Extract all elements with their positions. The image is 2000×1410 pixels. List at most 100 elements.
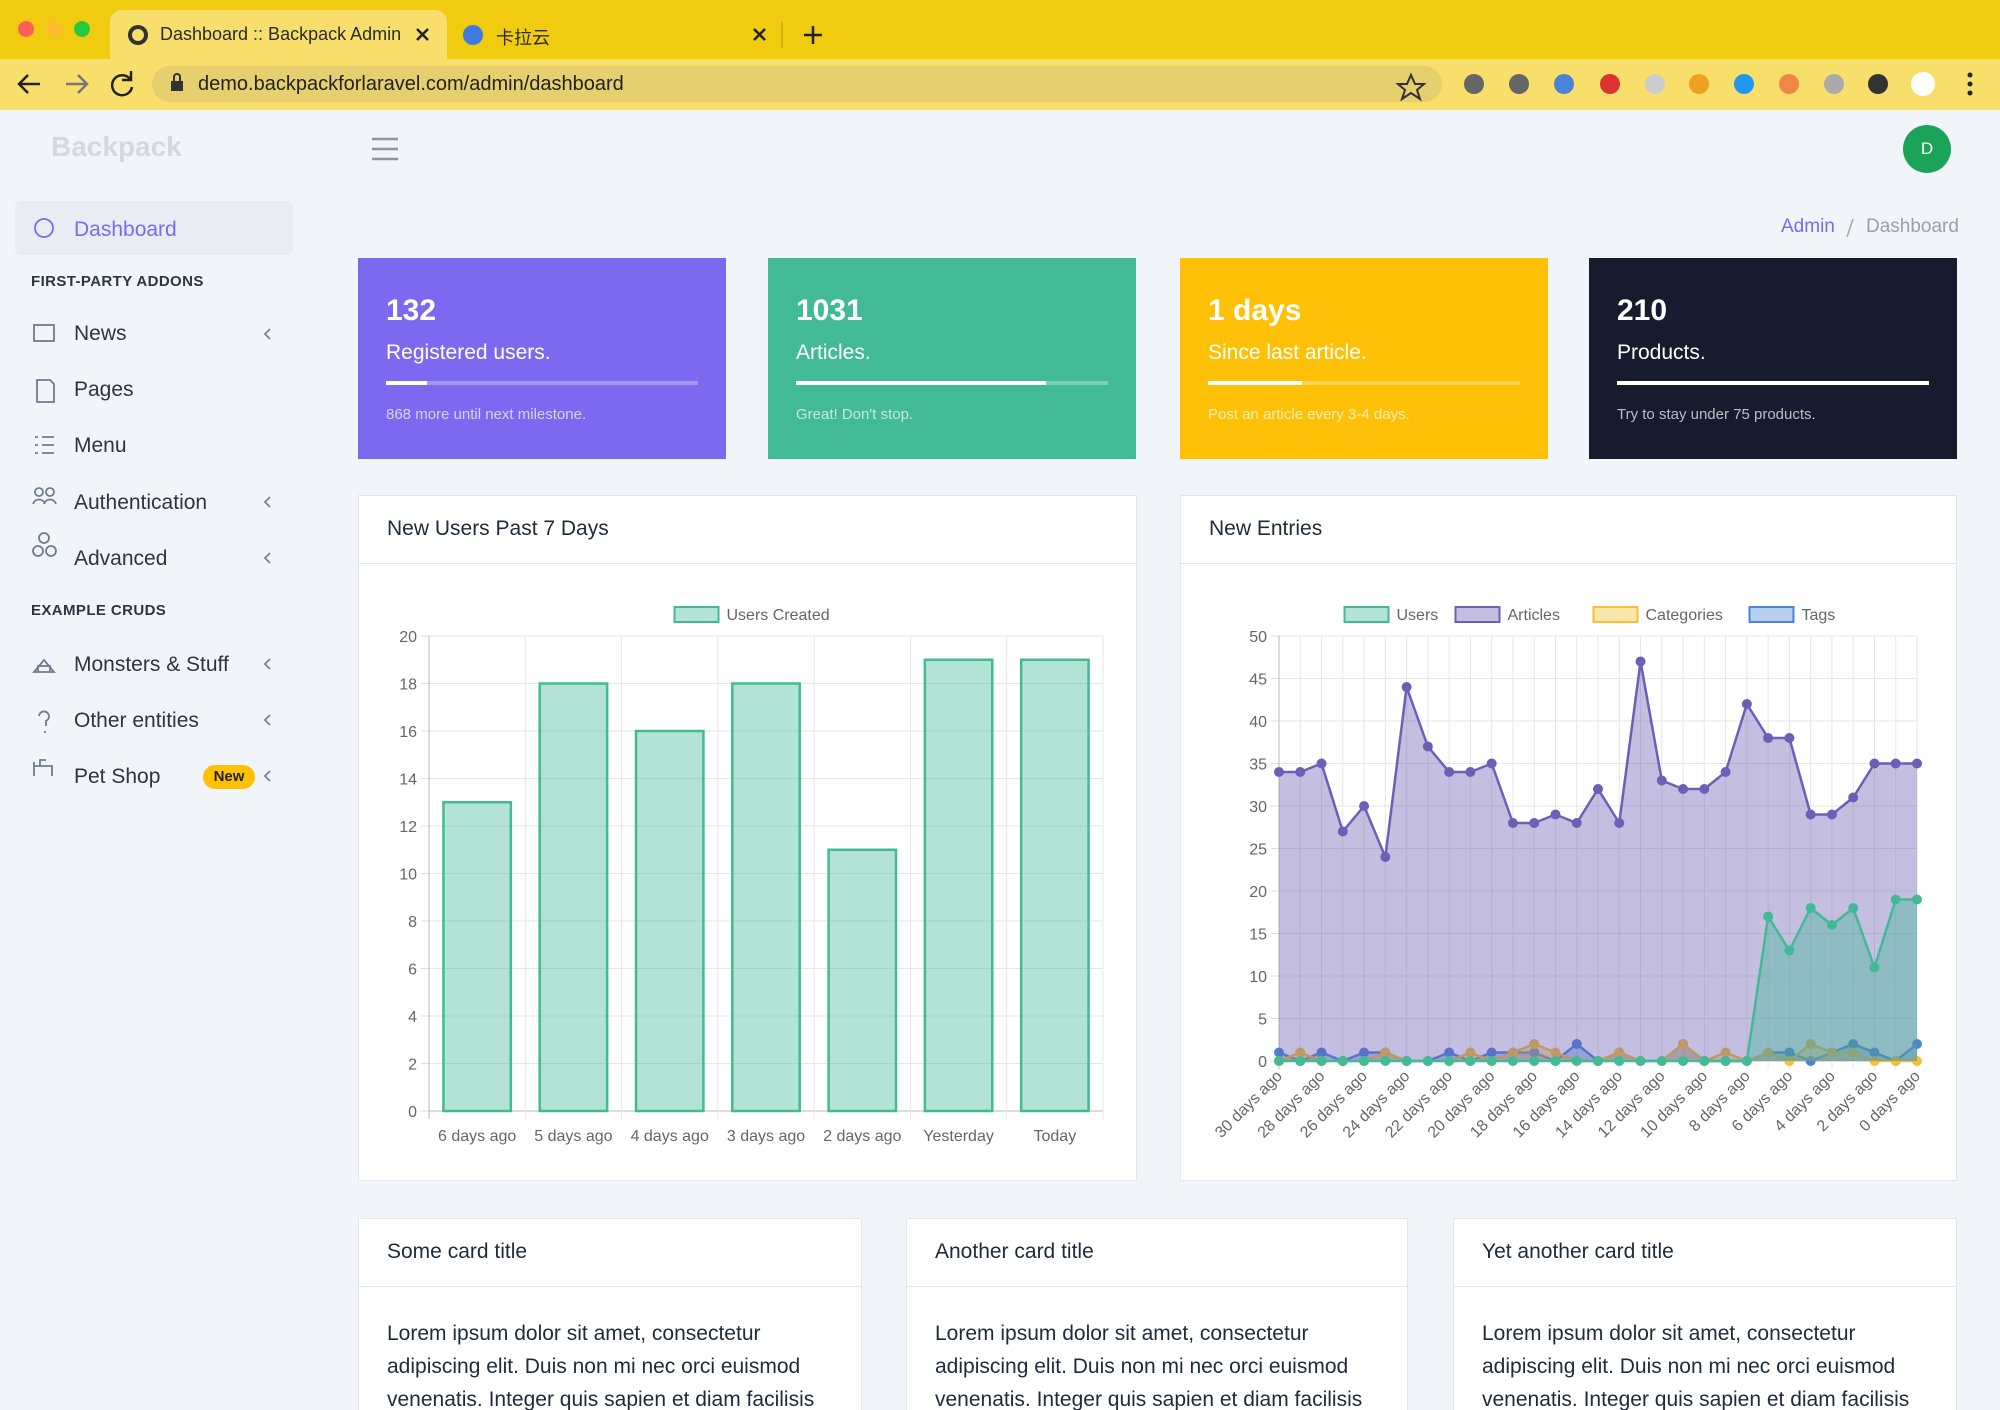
card: Another card title Lorem ipsum dolor sit… (906, 1218, 1408, 1410)
legend-label: Tags (1802, 607, 1836, 624)
window-controls (18, 21, 90, 37)
breadcrumb-separator (1846, 218, 1854, 238)
point (1337, 1056, 1348, 1066)
chart-card: New Entries (1180, 495, 1957, 1181)
point (1422, 1056, 1433, 1066)
bar (923, 658, 994, 1113)
y-tick-label: 20 (399, 629, 417, 646)
y-tick-label: 20 (1249, 884, 1267, 901)
bar (731, 682, 801, 1113)
card-divider (359, 1286, 861, 1287)
point (1869, 1056, 1880, 1066)
point (1274, 767, 1284, 777)
card: Yet another card title Lorem ipsum dolor… (1453, 1218, 1957, 1410)
point (1805, 809, 1816, 820)
area (1279, 899, 1917, 1061)
point (1571, 818, 1582, 828)
stat-label: Articles. (796, 341, 871, 364)
avatar-circle[interactable] (1900, 124, 1954, 178)
legend-swatch (1748, 606, 1795, 623)
card-text: Lorem ipsum dolor sit amet, consectetur … (935, 1322, 1363, 1410)
point (1295, 767, 1306, 777)
bar (634, 729, 705, 1113)
point (1635, 656, 1646, 667)
progress-track (796, 381, 1108, 385)
stat-note: Try to stay under 75 products. (1617, 406, 1816, 423)
nav-item[interactable]: Menu (74, 434, 127, 457)
point (1337, 826, 1348, 837)
x-tick-label: 3 days ago (727, 1128, 805, 1145)
y-tick-label: 45 (1249, 672, 1267, 689)
bar (442, 801, 513, 1113)
progress-track (386, 381, 698, 385)
y-tick-label: 12 (399, 819, 417, 836)
y-tick-label: 50 (1249, 629, 1267, 646)
bar (538, 682, 609, 1113)
stat-value: 210 (1617, 294, 1668, 327)
point (1848, 1047, 1859, 1058)
point (1316, 1056, 1327, 1066)
nav-item[interactable]: Other entities (74, 709, 199, 732)
point (1826, 809, 1837, 820)
card-text: Lorem ipsum dolor sit amet, consectetur … (387, 1322, 815, 1410)
point (1593, 784, 1603, 794)
point (1656, 1056, 1667, 1066)
y-tick-label: 15 (1249, 927, 1267, 944)
point (1507, 818, 1518, 828)
y-tick-label: 14 (399, 772, 417, 789)
nav-item[interactable]: Advanced (74, 547, 168, 570)
progress-bar (386, 381, 427, 385)
nav-section: FIRST-PARTY ADDONS (31, 273, 204, 290)
point (1593, 1056, 1603, 1066)
nav-active[interactable] (15, 201, 293, 255)
breadcrumb-current: Dashboard (1866, 216, 1959, 237)
y-tick-label: 30 (1249, 799, 1267, 816)
legend-swatch (1592, 606, 1639, 623)
nav-item[interactable]: Pet Shop (74, 765, 161, 788)
x-tick-label: 2 days ago (823, 1128, 901, 1145)
nav-section: EXAMPLE CRUDS (31, 602, 167, 619)
y-tick-label: 4 (408, 1009, 417, 1026)
y-tick-label: 40 (1249, 714, 1267, 731)
point (1529, 1056, 1540, 1066)
nav-item[interactable]: News (74, 322, 127, 345)
nav-item[interactable]: Pages (74, 378, 134, 401)
progress-track (1617, 381, 1929, 385)
card-title: Some card title (387, 1240, 528, 1263)
point (1316, 758, 1327, 769)
point (1912, 1039, 1922, 1049)
point (1890, 894, 1901, 905)
url-text[interactable]: demo.backpackforlaravel.com/admin/dashbo… (198, 73, 624, 95)
legend-label: Articles (1508, 607, 1560, 624)
point (1359, 1056, 1370, 1066)
point (1550, 1056, 1561, 1066)
point (1486, 1056, 1497, 1066)
legend-label: Users (1397, 607, 1439, 624)
y-tick-label: 0 (408, 1104, 417, 1121)
menu-toggle[interactable] (370, 136, 400, 162)
breadcrumb-link[interactable]: Admin (1781, 216, 1835, 237)
point (1465, 767, 1476, 777)
point (1401, 682, 1412, 692)
point (1444, 767, 1455, 777)
address-bar[interactable] (152, 66, 1442, 102)
nav-item[interactable]: Monsters & Stuff (74, 653, 229, 676)
point (1359, 801, 1370, 811)
tab-title[interactable]: Dashboard :: Backpack Admin (160, 24, 402, 44)
nav-item[interactable]: Dashboard (74, 218, 177, 241)
point (1869, 962, 1880, 973)
tab-title[interactable]: 卡拉云 (496, 28, 550, 48)
card-title: New Entries (1209, 517, 1323, 540)
nav-badge: New (203, 765, 255, 789)
nav-icons (32, 218, 57, 776)
avatar-initial[interactable]: D (1920, 139, 1934, 158)
progress-bar (1208, 381, 1302, 385)
nav-item[interactable]: Authentication (74, 491, 208, 514)
point (1295, 1056, 1306, 1066)
brand[interactable]: Backpack (51, 131, 182, 162)
y-tick-label: 5 (1258, 1012, 1267, 1029)
legend-label: Categories (1646, 607, 1723, 624)
tab-active[interactable] (110, 10, 447, 59)
